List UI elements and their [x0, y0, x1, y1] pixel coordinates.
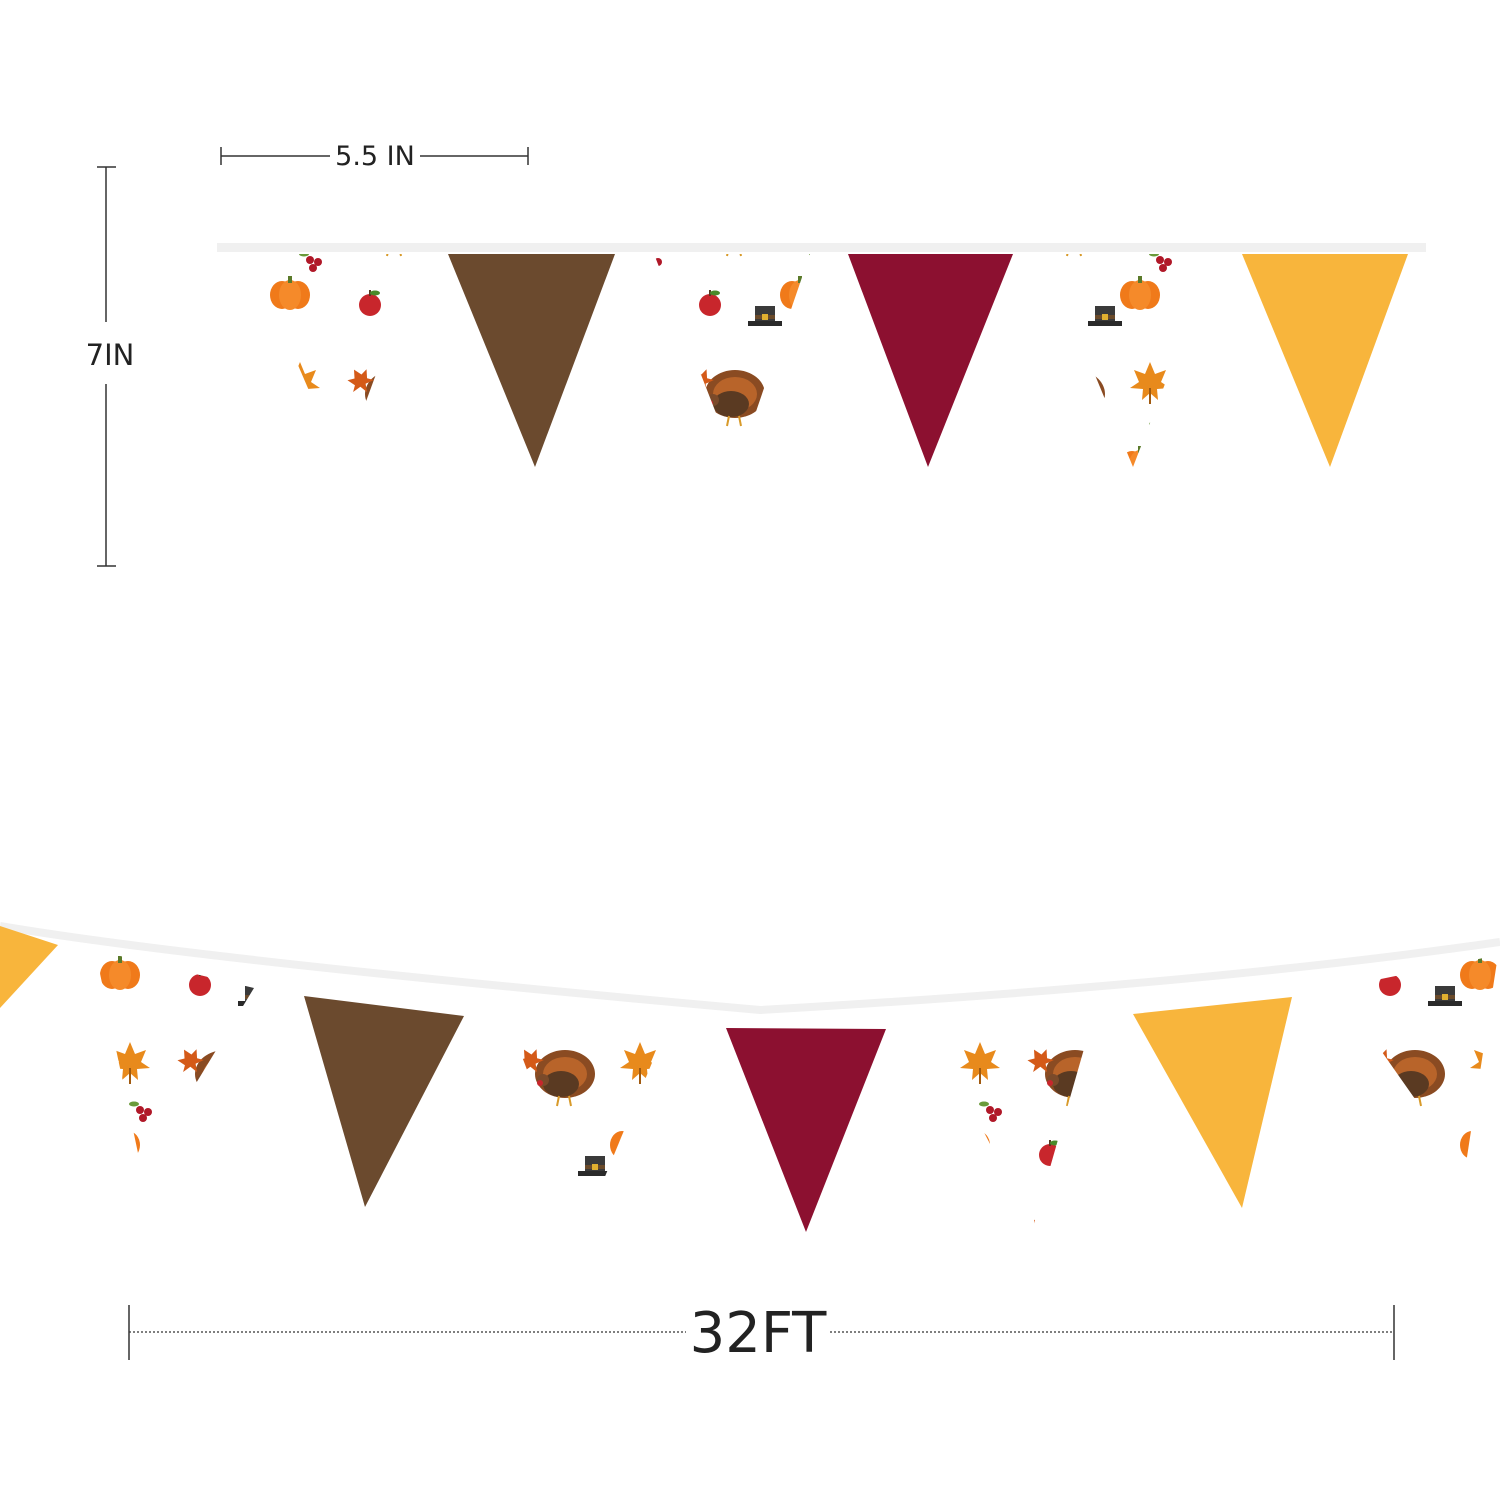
- bottom-row-pennant-gold: [0, 926, 58, 1008]
- top-row-pennant-burgundy: [848, 254, 1013, 467]
- bottom-row-pennant-printed: [95, 950, 254, 1172]
- top-row-string: [217, 243, 1426, 252]
- bottom-row-pennant-printed: [930, 1021, 1092, 1227]
- height-dimension: 7IN: [86, 166, 135, 567]
- top-row-pennant-printed: [250, 254, 420, 467]
- bottom-row-pennant-burgundy: [726, 1028, 886, 1232]
- width-label: 5.5 IN: [335, 141, 415, 172]
- bottom-row-pennant-printed: [1337, 955, 1498, 1170]
- top-row-pennant-brown: [448, 254, 615, 467]
- top-row-pennant-printed: [654, 254, 810, 467]
- bottom-row-string: [0, 922, 1500, 1015]
- top-row-pennant-gold: [1242, 254, 1408, 467]
- bottom-row-pennant-gold: [1133, 997, 1292, 1208]
- top-row-pennants: [250, 254, 1408, 467]
- bottom-row-pennant-brown: [304, 996, 464, 1207]
- bottom-row-pennants: [0, 926, 1498, 1232]
- height-label: 7IN: [86, 338, 135, 372]
- length-dimension: 32FT: [128, 1301, 1395, 1366]
- length-label: 32FT: [690, 1301, 827, 1366]
- width-dimension: 5.5 IN: [220, 141, 529, 172]
- top-row-pennant-printed: [1045, 254, 1215, 467]
- bottom-row-pennant-printed: [508, 1019, 668, 1225]
